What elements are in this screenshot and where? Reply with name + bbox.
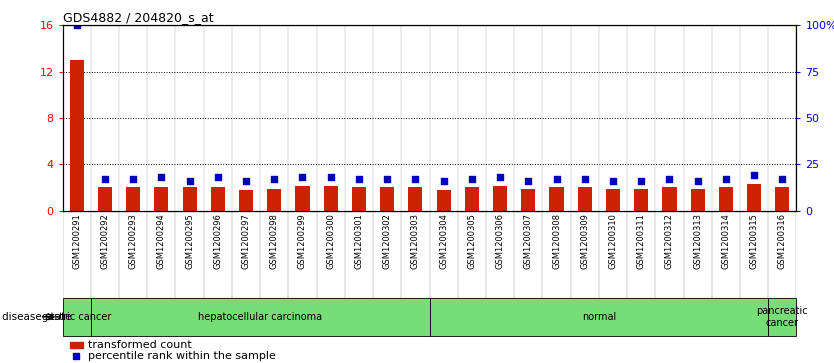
Text: GDS4882 / 204820_s_at: GDS4882 / 204820_s_at xyxy=(63,11,214,24)
Bar xyxy=(295,186,309,211)
Point xyxy=(465,176,479,182)
Point xyxy=(635,178,648,184)
Text: GSM1200291: GSM1200291 xyxy=(73,213,81,269)
Point xyxy=(268,176,281,182)
Bar xyxy=(98,187,112,211)
Text: GSM1200295: GSM1200295 xyxy=(185,213,194,269)
Text: transformed count: transformed count xyxy=(88,340,192,350)
Text: GSM1200315: GSM1200315 xyxy=(750,213,759,269)
Text: GSM1200316: GSM1200316 xyxy=(778,213,786,269)
Point xyxy=(437,178,450,184)
Point xyxy=(296,174,309,180)
Text: GSM1200303: GSM1200303 xyxy=(411,213,420,269)
Text: GSM1200302: GSM1200302 xyxy=(383,213,392,269)
Text: GSM1200300: GSM1200300 xyxy=(326,213,335,269)
Bar xyxy=(521,188,535,211)
Text: GSM1200304: GSM1200304 xyxy=(440,213,448,269)
FancyBboxPatch shape xyxy=(768,298,796,336)
Bar xyxy=(409,187,423,211)
Bar xyxy=(436,190,450,211)
Bar xyxy=(211,187,225,211)
Text: percentile rank within the sample: percentile rank within the sample xyxy=(88,351,276,361)
Text: normal: normal xyxy=(582,312,616,322)
Text: GSM1200306: GSM1200306 xyxy=(495,213,505,269)
Text: GSM1200292: GSM1200292 xyxy=(100,213,109,269)
Bar xyxy=(324,186,338,211)
Point xyxy=(70,353,83,359)
Bar xyxy=(691,188,705,211)
Point xyxy=(324,174,338,180)
Point xyxy=(183,178,196,184)
Bar xyxy=(380,187,394,211)
Bar xyxy=(267,188,281,211)
FancyBboxPatch shape xyxy=(430,298,768,336)
Point xyxy=(494,174,507,180)
Point xyxy=(127,176,140,182)
Bar xyxy=(493,186,507,211)
Point xyxy=(409,176,422,182)
Bar xyxy=(352,187,366,211)
Text: GSM1200294: GSM1200294 xyxy=(157,213,166,269)
Point xyxy=(352,176,365,182)
Text: pancreatic
cancer: pancreatic cancer xyxy=(756,306,808,327)
Bar xyxy=(747,184,761,211)
Bar xyxy=(69,60,83,211)
Bar xyxy=(239,190,253,211)
Text: GSM1200309: GSM1200309 xyxy=(580,213,590,269)
Point xyxy=(380,176,394,182)
Text: GSM1200313: GSM1200313 xyxy=(693,213,702,269)
Bar xyxy=(662,187,676,211)
Point xyxy=(154,174,168,180)
Point xyxy=(521,178,535,184)
Text: GSM1200310: GSM1200310 xyxy=(609,213,617,269)
Point xyxy=(663,176,676,182)
Point xyxy=(70,23,83,28)
Bar xyxy=(465,187,479,211)
Point xyxy=(691,178,705,184)
Bar xyxy=(719,187,733,211)
Text: gastric cancer: gastric cancer xyxy=(42,312,112,322)
Point xyxy=(239,178,253,184)
Point xyxy=(550,176,563,182)
Point xyxy=(747,172,761,178)
Point xyxy=(776,176,789,182)
Text: GSM1200296: GSM1200296 xyxy=(214,213,223,269)
Point xyxy=(719,176,732,182)
Bar xyxy=(550,187,564,211)
Text: GSM1200298: GSM1200298 xyxy=(269,213,279,269)
Text: GSM1200307: GSM1200307 xyxy=(524,213,533,269)
Point xyxy=(98,176,112,182)
Text: GSM1200308: GSM1200308 xyxy=(552,213,561,269)
Text: GSM1200293: GSM1200293 xyxy=(128,213,138,269)
Point xyxy=(211,174,224,180)
Text: GSM1200299: GSM1200299 xyxy=(298,213,307,269)
Bar xyxy=(183,187,197,211)
Bar xyxy=(126,187,140,211)
Point xyxy=(578,176,591,182)
Point xyxy=(606,178,620,184)
Bar xyxy=(634,188,648,211)
Text: GSM1200311: GSM1200311 xyxy=(636,213,646,269)
Bar xyxy=(154,187,168,211)
Text: hepatocellular carcinoma: hepatocellular carcinoma xyxy=(198,312,322,322)
Bar xyxy=(606,188,620,211)
Text: GSM1200312: GSM1200312 xyxy=(665,213,674,269)
Bar xyxy=(776,187,790,211)
FancyBboxPatch shape xyxy=(63,298,91,336)
Text: GSM1200301: GSM1200301 xyxy=(354,213,364,269)
Text: GSM1200314: GSM1200314 xyxy=(721,213,731,269)
Bar xyxy=(578,187,592,211)
Bar xyxy=(70,342,83,348)
Text: disease state: disease state xyxy=(2,312,71,322)
FancyBboxPatch shape xyxy=(91,298,430,336)
Text: GSM1200305: GSM1200305 xyxy=(467,213,476,269)
Text: GSM1200297: GSM1200297 xyxy=(242,213,250,269)
